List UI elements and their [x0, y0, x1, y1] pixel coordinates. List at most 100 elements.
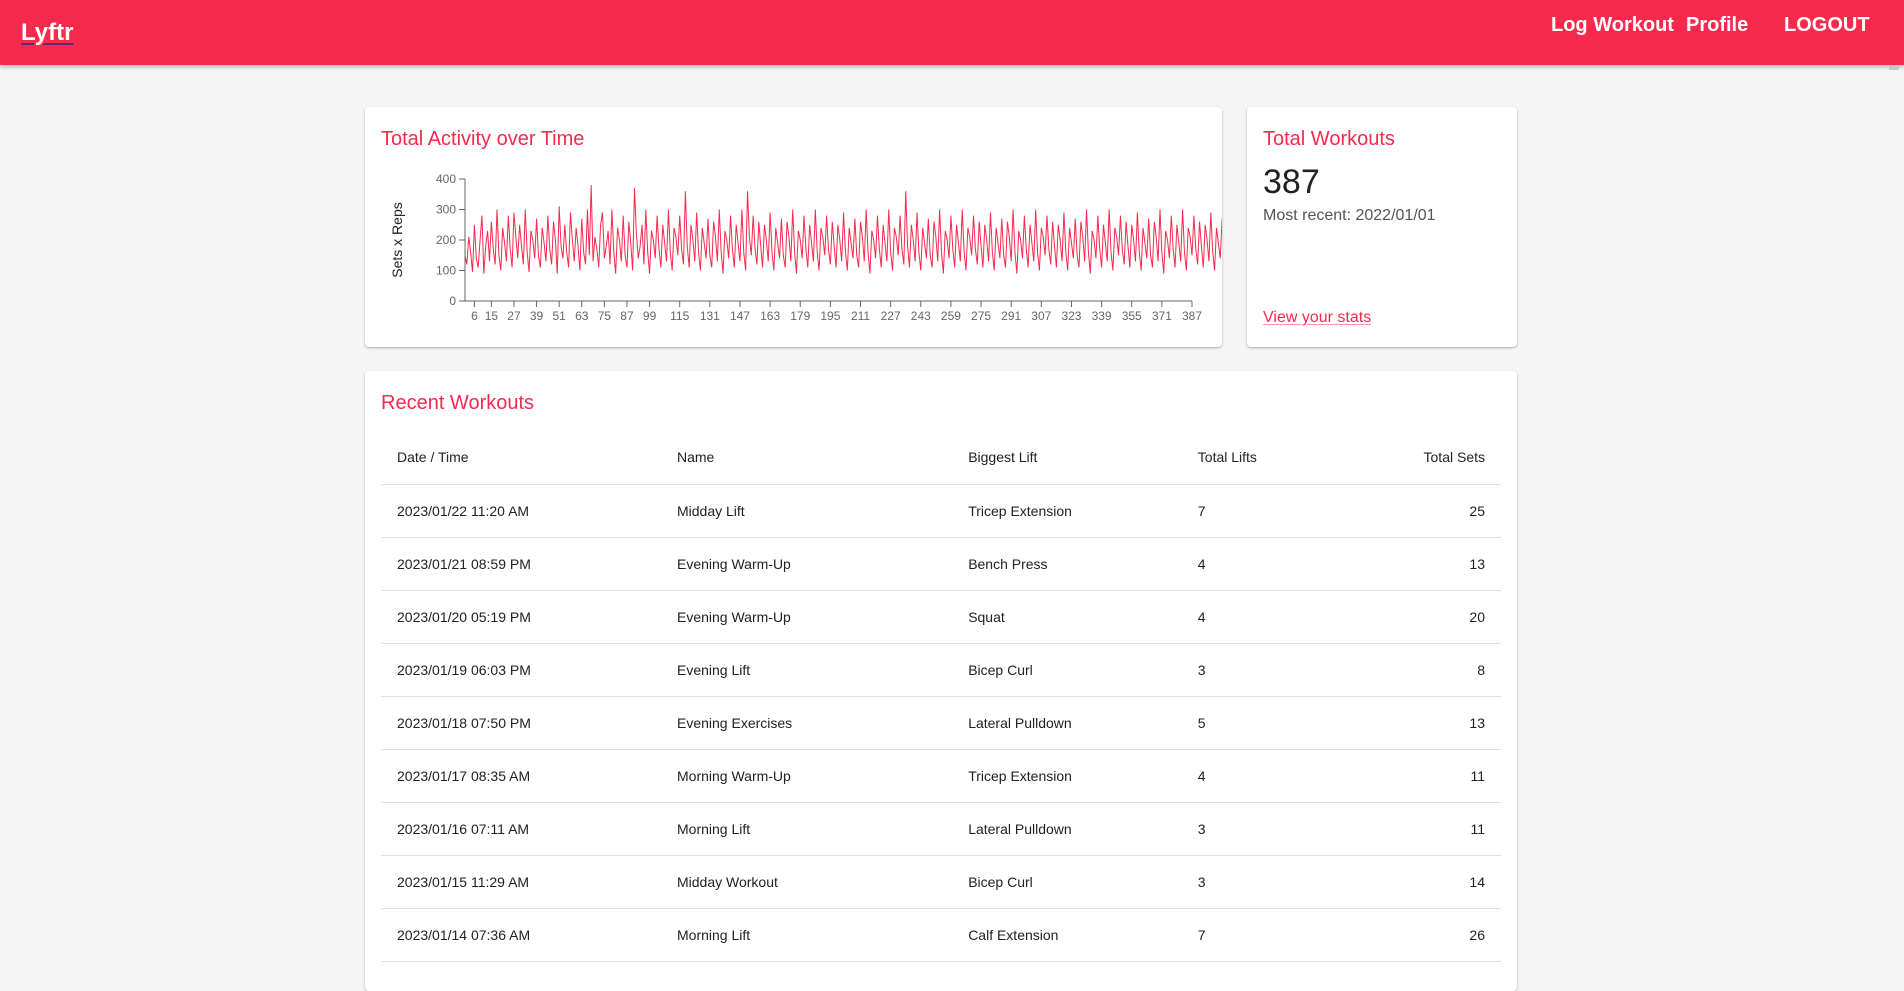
y-axis-label: Sets x Reps: [389, 202, 405, 277]
cell-date-time: 2023/01/17 08:35 AM: [381, 749, 661, 803]
table-row[interactable]: 2023/01/14 07:36 AM Morning Lift Calf Exte…: [381, 908, 1501, 962]
column-header-total-lifts: Total Lifts: [1181, 429, 1340, 485]
recent-workouts-card: Recent Workouts Date / Time Name Biggest L…: [365, 371, 1517, 991]
cell-biggest-lift: Bicep Curl: [952, 643, 1182, 697]
y-tick-label: 400: [436, 172, 456, 186]
cell-name: Morning Lift: [661, 802, 953, 856]
logout-button[interactable]: LOGOUT: [1784, 14, 1870, 36]
x-tick-label: 291: [1001, 309, 1021, 323]
x-tick-label: 163: [760, 309, 780, 323]
cell-name: Morning Lift: [661, 908, 953, 962]
table-row[interactable]: 2023/01/18 07:50 PM Evening Exercises Late…: [381, 696, 1501, 750]
x-tick-label: 355: [1122, 309, 1142, 323]
cell-total-lifts: 7: [1181, 484, 1340, 538]
y-tick-label: 100: [436, 264, 456, 278]
app-bar: Lyftr Log Workout Profile LOGOUT: [0, 0, 1904, 65]
y-tick-label: 200: [436, 233, 456, 247]
table-row[interactable]: 2023/01/17 08:35 AM Morning Warm-Up Tricep…: [381, 749, 1501, 803]
log-workout-link[interactable]: Log Workout: [1551, 14, 1674, 36]
cell-total-sets: 11: [1339, 749, 1501, 803]
cell-date-time: 2023/01/18 07:50 PM: [381, 696, 661, 750]
cell-name: Evening Warm-Up: [661, 537, 953, 591]
x-tick-label: 243: [911, 309, 931, 323]
cell-total-sets: 25: [1339, 484, 1501, 538]
cell-total-sets: 20: [1339, 590, 1501, 644]
cell-total-lifts: 4: [1181, 590, 1340, 644]
x-tick-label: 75: [598, 309, 612, 323]
activity-series-line: [464, 185, 1222, 274]
total-workouts-count: 387: [1263, 163, 1320, 201]
x-tick-label: 87: [620, 309, 634, 323]
table-row[interactable]: 2023/01/15 11:29 AM Midday Workout Bicep C…: [381, 855, 1501, 909]
x-tick-label: 115: [670, 309, 689, 323]
cell-name: Morning Warm-Up: [661, 749, 953, 803]
x-tick-label: 195: [820, 309, 840, 323]
column-header-name: Name: [661, 429, 953, 485]
cell-name: Evening Warm-Up: [661, 590, 953, 644]
table-row[interactable]: 2023/01/21 08:59 PM Evening Warm-Up Bench …: [381, 537, 1501, 591]
x-tick-label: 131: [700, 309, 720, 323]
x-tick-label: 63: [575, 309, 589, 323]
x-tick-label: 211: [851, 309, 870, 323]
cell-total-sets: 14: [1339, 855, 1501, 909]
cell-name: Evening Exercises: [661, 696, 953, 750]
brand-logo-link[interactable]: Lyftr: [21, 19, 74, 46]
column-header-total-sets: Total Sets: [1339, 429, 1501, 485]
table-row[interactable]: 2023/01/16 07:11 AM Morning Lift Lateral P…: [381, 802, 1501, 856]
activity-line-chart: 0 100 200 300 400 6 15 27 39 51 63 75 87 99 115 131 147 1…: [389, 172, 1222, 323]
x-tick-label: 275: [971, 309, 991, 323]
x-tick-label: 51: [552, 309, 566, 323]
x-tick-label: 339: [1092, 309, 1112, 323]
x-tick-label: 6: [471, 309, 478, 323]
table-row[interactable]: 2023/01/20 05:19 PM Evening Warm-Up Squat 4…: [381, 590, 1501, 644]
cell-total-sets: 11: [1339, 802, 1501, 856]
column-header-biggest-lift: Biggest Lift: [952, 429, 1182, 485]
cell-name: Midday Lift: [661, 484, 953, 538]
cell-name: Evening Lift: [661, 643, 953, 697]
cell-biggest-lift: Lateral Pulldown: [952, 696, 1182, 750]
x-tick-label: 99: [643, 309, 657, 323]
x-tick-label: 227: [881, 309, 901, 323]
cell-biggest-lift: Bench Press: [952, 537, 1182, 591]
scrollbar-thumb[interactable]: [1889, 66, 1899, 70]
most-recent-date: Most recent: 2022/01/01: [1263, 207, 1436, 224]
cell-total-sets: 8: [1339, 643, 1501, 697]
x-tick-label: 179: [790, 309, 810, 323]
cell-total-lifts: 5: [1181, 696, 1340, 750]
cell-total-lifts: 7: [1181, 908, 1340, 962]
cell-total-lifts: 4: [1181, 537, 1340, 591]
cell-date-time: 2023/01/22 11:20 AM: [381, 484, 661, 538]
cell-date-time: 2023/01/20 05:19 PM: [381, 590, 661, 644]
cell-total-lifts: 3: [1181, 643, 1340, 697]
cell-biggest-lift: Calf Extension: [952, 908, 1182, 962]
cell-date-time: 2023/01/19 06:03 PM: [381, 643, 661, 697]
x-tick-label: 15: [485, 309, 499, 323]
x-tick-label: 147: [730, 309, 750, 323]
cell-date-time: 2023/01/14 07:36 AM: [381, 908, 661, 962]
x-tick-label: 27: [507, 309, 521, 323]
x-tick-label: 323: [1061, 309, 1081, 323]
cell-date-time: 2023/01/21 08:59 PM: [381, 537, 661, 591]
cell-biggest-lift: Tricep Extension: [952, 484, 1182, 538]
cell-biggest-lift: Lateral Pulldown: [952, 802, 1182, 856]
cell-date-time: 2023/01/16 07:11 AM: [381, 802, 661, 856]
table-header-row: Date / Time Name Biggest Lift Total Lifts To…: [381, 429, 1501, 485]
y-tick-label: 0: [449, 294, 456, 308]
recent-workouts-table: Date / Time Name Biggest Lift Total Lifts To…: [381, 429, 1501, 962]
y-tick-label: 300: [436, 203, 456, 217]
total-workouts-card: Total Workouts 387 Most recent: 2022/01/…: [1247, 107, 1517, 347]
cell-biggest-lift: Squat: [952, 590, 1182, 644]
total-workouts-title: Total Workouts: [1263, 128, 1395, 150]
cell-name: Midday Workout: [661, 855, 953, 909]
column-header-date-time: Date / Time: [381, 429, 661, 485]
x-tick-label: 39: [530, 309, 544, 323]
profile-link[interactable]: Profile: [1686, 14, 1749, 36]
cell-total-lifts: 4: [1181, 749, 1340, 803]
recent-workouts-title: Recent Workouts: [381, 392, 535, 414]
view-stats-link[interactable]: View your stats: [1263, 309, 1372, 326]
x-tick-label: 371: [1152, 309, 1172, 323]
table-row[interactable]: 2023/01/19 06:03 PM Evening Lift Bicep Cur…: [381, 643, 1501, 697]
x-tick-label: 259: [941, 309, 961, 323]
cell-total-lifts: 3: [1181, 802, 1340, 856]
table-row[interactable]: 2023/01/22 11:20 AM Midday Lift Tricep Ext…: [381, 484, 1501, 538]
